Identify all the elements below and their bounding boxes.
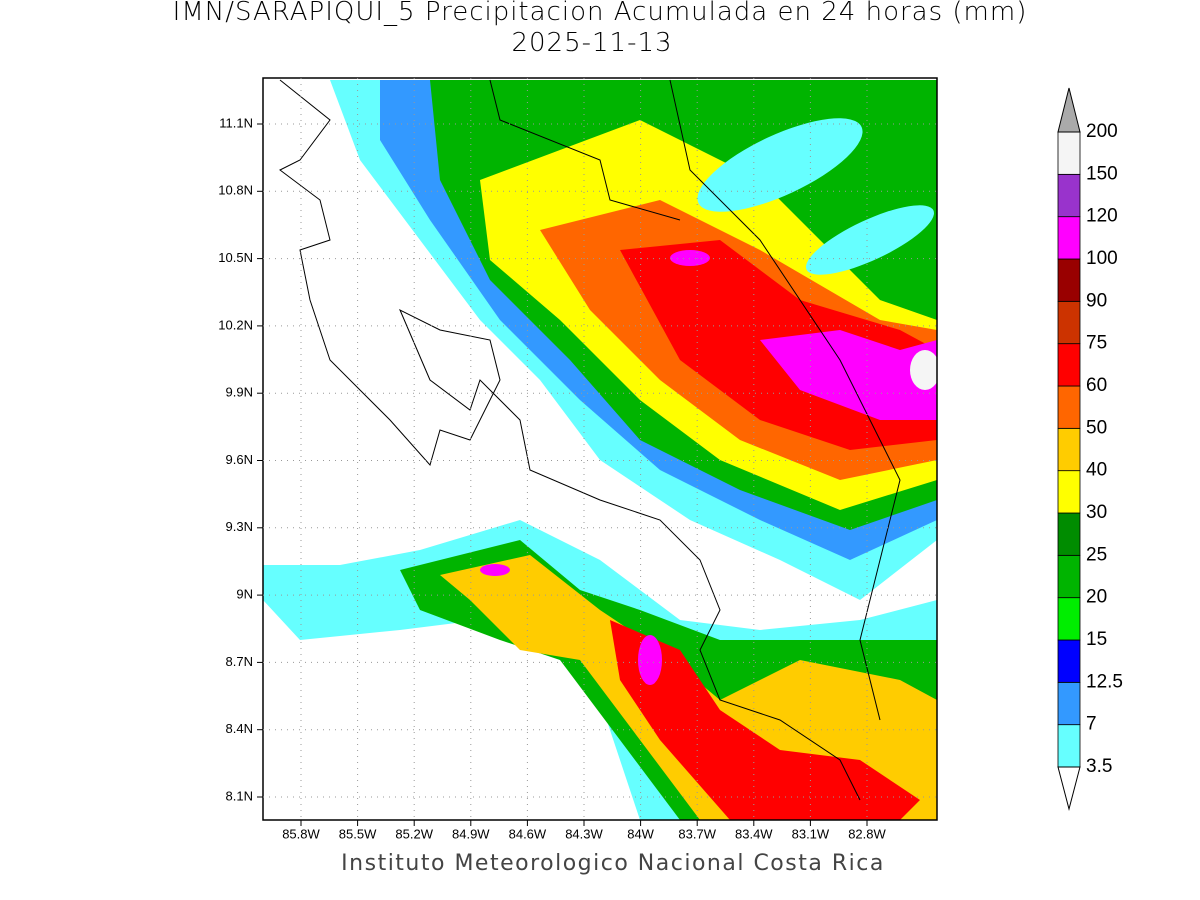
colorbar-label: 150 [1086,163,1118,184]
colorbar-label: 20 [1086,587,1107,608]
lat-tick-label: 10.8N [218,183,253,198]
colorbar-label: 60 [1086,375,1107,396]
colorbar-label: 40 [1086,460,1107,481]
colorbar-swatch [1057,258,1081,302]
colorbar-swatch [1057,470,1081,514]
rain-area [910,350,937,390]
lon-tick-label: 83.1W [792,826,830,841]
lat-tick-label: 9.6N [226,452,253,467]
lat-tick-label: 9.9N [226,385,253,400]
rain-area [638,635,662,685]
lat-tick-label: 8.4N [226,721,253,736]
lat-tick-label: 9N [236,587,253,602]
border [489,79,681,221]
colorbar-label: 100 [1086,248,1118,269]
rain-area [670,250,710,266]
lon-tick-label: 82.8W [848,826,886,841]
lat-tick-label: 11.1N [219,115,253,130]
colorbar-swatch [1057,427,1081,472]
colorbar-label: 30 [1086,502,1107,523]
colorbar-swatch [1057,681,1081,726]
border [669,79,901,721]
coastline [279,79,861,801]
lon-tick-label: 83.4W [735,826,773,841]
colorbar-label: 200 [1086,121,1118,142]
footer: Instituto Meteorologico Nacional Costa R… [341,851,885,876]
lat-tick-label: 10.5N [218,250,253,265]
colorbar-label: 7 [1086,714,1097,735]
rain-area [480,564,510,576]
colorbar-over [1057,87,1081,133]
colorbar-label: 15 [1086,629,1107,650]
graticule: 85.8W 85.5W 85.2W 84.9W 84.6W 84.3W 84W 83.7W 83… [218,78,937,841]
rain-area [805,205,935,275]
colorbar-label: 90 [1086,290,1107,311]
colorbar-label: 3.5 [1086,756,1112,777]
colorbar-label: 12.5 [1086,671,1123,692]
rain-area [610,620,920,820]
lat-tick-label: 8.7N [226,654,253,669]
lon-tick-label: 83.7W [678,826,716,841]
lon-tick-label: 84.6W [509,826,547,841]
lon-tick-label: 85.2W [395,826,433,841]
colorbar-swatch [1057,131,1081,175]
lon-tick-label: 84W [627,826,654,841]
colorbar-swatch [1057,343,1081,387]
lon-tick-label: 85.5W [339,826,377,841]
colorbar-swatch [1057,724,1081,768]
lon-tick-label: 84.9W [452,826,490,841]
precip-field [263,78,937,820]
colorbar-swatch [1057,216,1081,260]
colorbar-label: 50 [1086,417,1107,438]
colorbar-swatch [1057,173,1081,218]
colorbar-label: 75 [1086,333,1107,354]
colorbar-swatch [1057,639,1081,683]
map-title: IMN/SARAPIQUI_5 Precipitacion Acumulada … [173,0,1028,27]
colorbar-swatch [1057,554,1081,599]
lat-tick-label: 10.2N [218,317,253,332]
colorbar-swatch [1057,512,1081,556]
colorbar-under [1057,766,1081,811]
colorbar-swatch [1057,597,1081,641]
map-date: 2025-11-13 [511,28,672,58]
rain-area [760,330,937,420]
lat-tick-label: 8.1N [226,788,253,803]
map-frame [262,77,938,821]
colorbar-swatch [1057,300,1081,345]
lat-tick-label: 9.3N [226,519,253,534]
lon-tick-label: 85.8W [282,826,320,841]
lon-tick-label: 84.3W [565,826,603,841]
rain-area [697,118,863,212]
colorbar-swatch [1057,385,1081,429]
colorbar-label: 120 [1086,206,1118,227]
colorbar-label: 25 [1086,544,1107,565]
